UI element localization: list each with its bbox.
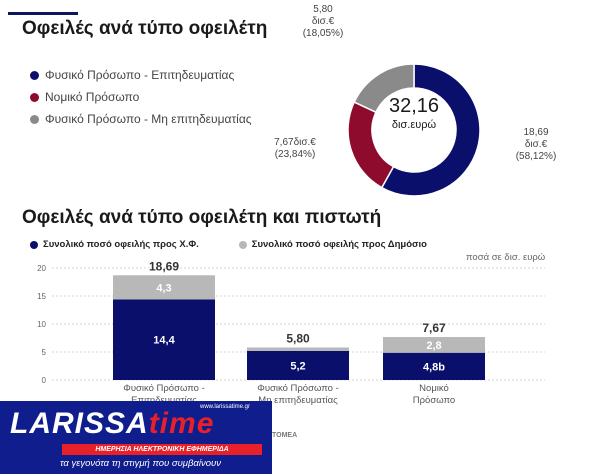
bar-data-label: 4,8b <box>423 361 445 373</box>
bar-total-label: 5,80 <box>286 332 310 346</box>
x-category-label: Φυσικό Πρόσωπο - <box>123 383 205 394</box>
legend-item-public-sector: Συνολικό ποσό οφειλής προς Δημόσιο <box>238 239 427 250</box>
bar-segment <box>383 352 485 380</box>
title-accent-line <box>8 12 78 15</box>
bar-legend: Συνολικό ποσό οφειλής προς Χ.Φ. Συνολικό… <box>30 239 467 250</box>
x-category-label: Πρόσωπο <box>413 395 455 406</box>
y-tick-label: 0 <box>42 376 47 385</box>
logo-slogan: τα γεγονότα τη στιγμή που συμβαίνουν <box>60 458 221 469</box>
bar-data-label: 2,8 <box>426 340 441 352</box>
legend-item-legal-entity: Νομικό Πρόσωπο <box>30 86 252 108</box>
bar-segment <box>247 350 349 380</box>
logo-url: www.larissatime.gr <box>200 404 251 410</box>
legend-item-professional: Φυσικό Πρόσωπο - Επιτηδευματίας <box>30 64 252 86</box>
x-category-label: Μη επιτηδευματίας <box>258 395 338 406</box>
section-title-debtor-creditor: Οφειλές ανά τύπο οφειλέτη και πιστωτή <box>22 207 382 228</box>
donut-slice-professional <box>380 63 481 197</box>
larissatime-logo: LARISSAtime www.larissatime.gr ΗΜΕΡΗΣΙΑ … <box>0 401 272 474</box>
bar-segment <box>383 337 485 353</box>
section-title-debtor-type: Οφειλές ανά τύπο οφειλέτη <box>22 18 268 39</box>
bar-total-label: 7,67 <box>422 321 446 335</box>
legend-dot <box>238 240 247 249</box>
bar-segment <box>113 299 215 380</box>
legend-label: Συνολικό ποσό οφειλής προς Χ.Φ. <box>43 239 199 250</box>
slice-label-legal-entity: 7,67δισ.€ (23,84%) <box>274 137 316 160</box>
x-category-label: Νομικό <box>419 383 449 394</box>
y-tick-label: 5 <box>42 348 47 357</box>
donut-legend: Φυσικό Πρόσωπο - Επιτηδευματίας Νομικό Π… <box>30 64 252 130</box>
logo-strip: ΗΜΕΡΗΣΙΑ ΗΛΕΚΤΡΟΝΙΚΗ ΕΦΗΜΕΡΙΔΑ <box>62 444 262 455</box>
legend-label: Φυσικό Πρόσωπο - Μη επιτηδευματίας <box>45 112 252 126</box>
y-tick-label: 20 <box>37 264 46 273</box>
x-category-label: Φυσικό Πρόσωπο - <box>257 383 339 394</box>
y-tick-label: 10 <box>37 320 46 329</box>
donut-center-unit: δισ.ευρώ <box>392 119 437 131</box>
legend-label: Φυσικό Πρόσωπο - Επιτηδευματίας <box>45 68 235 82</box>
bar-data-label: 5,2 <box>290 360 305 372</box>
y-tick-label: 15 <box>37 292 46 301</box>
slice-label-non-professional: 5,80 δισ.€ (18,05%) <box>302 4 344 39</box>
legend-dot <box>30 240 38 249</box>
slice-label-professional: 18,69 δισ.€ (58,12%) <box>515 127 557 162</box>
x-category-label: Επιτηδευματίας <box>131 395 197 406</box>
source-note: ΤΟΜΕΑ <box>272 432 298 439</box>
bar-data-label: 14,4 <box>153 335 175 347</box>
logo-wordmark: LARISSAtime <box>10 407 214 441</box>
legend-dot <box>30 114 39 124</box>
bar-total-label: 18,69 <box>149 259 179 273</box>
legend-item-non-professional: Φυσικό Πρόσωπο - Μη επιτηδευματίας <box>30 108 252 130</box>
logo-text-a: LARISSA <box>10 407 149 440</box>
donut-center-value: 32,16 <box>389 95 439 117</box>
legend-dot <box>30 70 39 80</box>
legend-label: Νομικό Πρόσωπο <box>45 90 140 104</box>
bar-segment <box>247 347 349 351</box>
legend-label: Συνολικό ποσό οφειλής προς Δημόσιο <box>251 239 427 250</box>
unit-note: ποσά σε δισ. ευρώ <box>466 252 546 263</box>
legend-dot <box>30 92 39 102</box>
donut-chart: 32,16 δισ.ευρώ <box>347 63 481 197</box>
donut-slice-non-professional <box>353 63 415 114</box>
bar-data-label: 4,3 <box>156 282 171 294</box>
logo-text-b: time <box>148 407 215 440</box>
bar-segment <box>113 275 215 300</box>
legend-item-tax-authority: Συνολικό ποσό οφειλής προς Χ.Φ. <box>30 239 199 250</box>
